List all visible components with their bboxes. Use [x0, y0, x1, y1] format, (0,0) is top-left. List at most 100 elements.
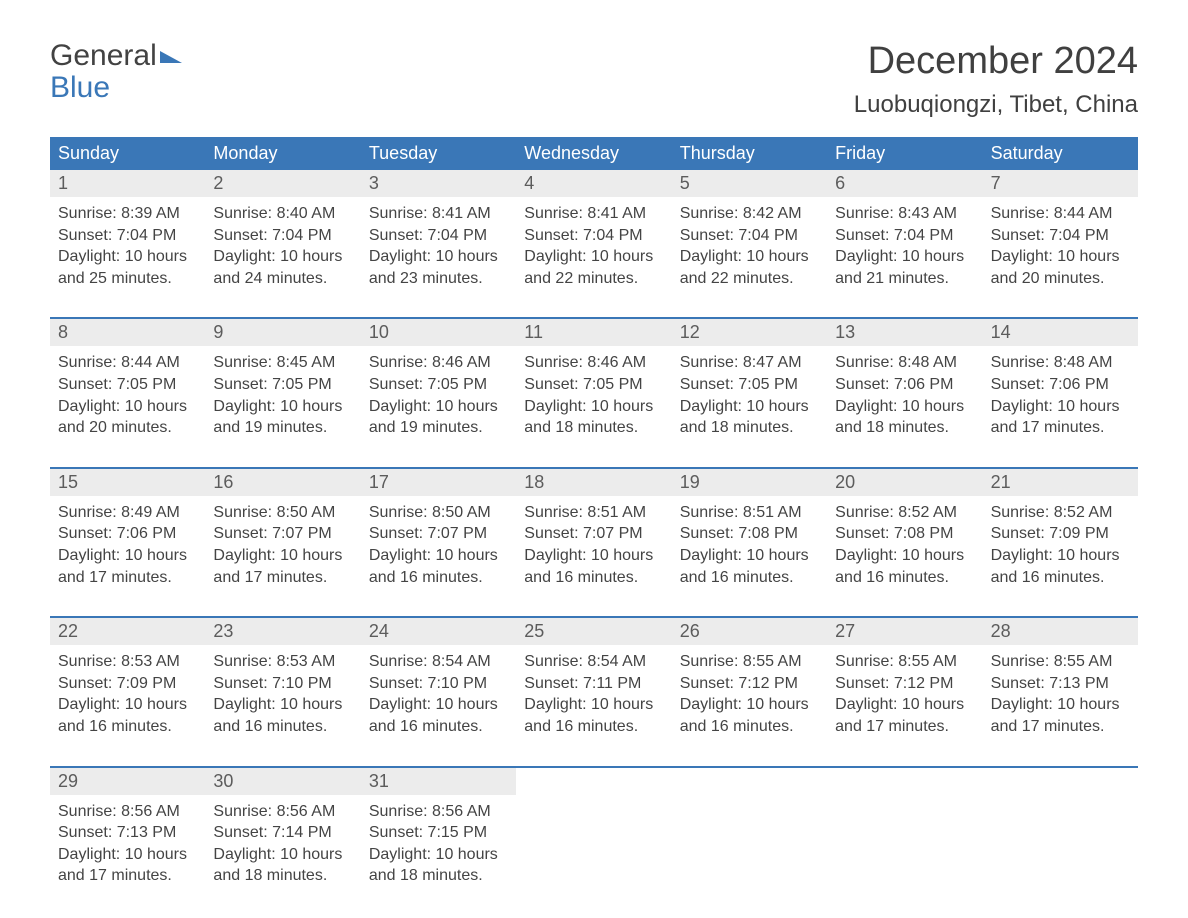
sunrise-line: Sunrise: 8:56 AM [213, 801, 352, 823]
daylight-line-2: and 18 minutes. [680, 417, 819, 439]
day-cell: 6Sunrise: 8:43 AMSunset: 7:04 PMDaylight… [827, 170, 982, 297]
location: Luobuqiongzi, Tibet, China [854, 91, 1138, 119]
sunrise-line: Sunrise: 8:48 AM [991, 352, 1130, 374]
daylight-line-1: Daylight: 10 hours [835, 545, 974, 567]
daylight-line-2: and 16 minutes. [835, 567, 974, 589]
day-body: Sunrise: 8:39 AMSunset: 7:04 PMDaylight:… [50, 197, 205, 297]
daylight-line-1: Daylight: 10 hours [680, 694, 819, 716]
day-number: 6 [827, 170, 982, 197]
day-of-week-cell: Tuesday [361, 137, 516, 170]
day-cell: 4Sunrise: 8:41 AMSunset: 7:04 PMDaylight… [516, 170, 671, 297]
daylight-line-2: and 18 minutes. [524, 417, 663, 439]
sunset-line: Sunset: 7:06 PM [58, 523, 197, 545]
day-of-week-cell: Thursday [672, 137, 827, 170]
day-of-week-row: SundayMondayTuesdayWednesdayThursdayFrid… [50, 137, 1138, 170]
sunset-line: Sunset: 7:04 PM [680, 225, 819, 247]
day-number: 10 [361, 319, 516, 346]
logo: General Blue [50, 40, 182, 103]
sunset-line: Sunset: 7:12 PM [835, 673, 974, 695]
daylight-line-2: and 16 minutes. [680, 716, 819, 738]
day-cell: 12Sunrise: 8:47 AMSunset: 7:05 PMDayligh… [672, 319, 827, 446]
sunrise-line: Sunrise: 8:55 AM [835, 651, 974, 673]
sunrise-line: Sunrise: 8:53 AM [58, 651, 197, 673]
daylight-line-2: and 17 minutes. [213, 567, 352, 589]
sunrise-line: Sunrise: 8:44 AM [991, 203, 1130, 225]
day-cell: 11Sunrise: 8:46 AMSunset: 7:05 PMDayligh… [516, 319, 671, 446]
sunrise-line: Sunrise: 8:43 AM [835, 203, 974, 225]
day-number: 17 [361, 469, 516, 496]
sunrise-line: Sunrise: 8:55 AM [991, 651, 1130, 673]
sunrise-line: Sunrise: 8:48 AM [835, 352, 974, 374]
day-of-week-cell: Sunday [50, 137, 205, 170]
sunset-line: Sunset: 7:04 PM [835, 225, 974, 247]
daylight-line-1: Daylight: 10 hours [369, 694, 508, 716]
sunrise-line: Sunrise: 8:56 AM [58, 801, 197, 823]
day-number: 2 [205, 170, 360, 197]
day-number: 29 [50, 768, 205, 795]
day-number: 25 [516, 618, 671, 645]
calendar: SundayMondayTuesdayWednesdayThursdayFrid… [50, 137, 1138, 895]
sunset-line: Sunset: 7:06 PM [991, 374, 1130, 396]
day-cell [983, 768, 1138, 895]
daylight-line-2: and 17 minutes. [58, 567, 197, 589]
day-body: Sunrise: 8:51 AMSunset: 7:07 PMDaylight:… [516, 496, 671, 596]
sunset-line: Sunset: 7:04 PM [58, 225, 197, 247]
sunset-line: Sunset: 7:07 PM [369, 523, 508, 545]
day-number: 23 [205, 618, 360, 645]
day-cell: 30Sunrise: 8:56 AMSunset: 7:14 PMDayligh… [205, 768, 360, 895]
day-body: Sunrise: 8:41 AMSunset: 7:04 PMDaylight:… [361, 197, 516, 297]
day-cell: 16Sunrise: 8:50 AMSunset: 7:07 PMDayligh… [205, 469, 360, 596]
daylight-line-2: and 16 minutes. [524, 716, 663, 738]
day-number: 3 [361, 170, 516, 197]
daylight-line-2: and 16 minutes. [58, 716, 197, 738]
day-number: 7 [983, 170, 1138, 197]
day-number: 28 [983, 618, 1138, 645]
day-body: Sunrise: 8:45 AMSunset: 7:05 PMDaylight:… [205, 346, 360, 446]
day-cell: 18Sunrise: 8:51 AMSunset: 7:07 PMDayligh… [516, 469, 671, 596]
day-cell [516, 768, 671, 895]
day-number: 8 [50, 319, 205, 346]
daylight-line-2: and 18 minutes. [835, 417, 974, 439]
day-cell: 1Sunrise: 8:39 AMSunset: 7:04 PMDaylight… [50, 170, 205, 297]
sunrise-line: Sunrise: 8:53 AM [213, 651, 352, 673]
daylight-line-2: and 20 minutes. [991, 268, 1130, 290]
day-number: 19 [672, 469, 827, 496]
header: General Blue December 2024 Luobuqiongzi,… [50, 40, 1138, 119]
day-cell: 5Sunrise: 8:42 AMSunset: 7:04 PMDaylight… [672, 170, 827, 297]
day-number: 30 [205, 768, 360, 795]
daylight-line-2: and 16 minutes. [524, 567, 663, 589]
daylight-line-1: Daylight: 10 hours [58, 396, 197, 418]
day-body: Sunrise: 8:46 AMSunset: 7:05 PMDaylight:… [361, 346, 516, 446]
sunset-line: Sunset: 7:15 PM [369, 822, 508, 844]
daylight-line-2: and 18 minutes. [213, 865, 352, 887]
sunrise-line: Sunrise: 8:41 AM [369, 203, 508, 225]
day-body: Sunrise: 8:56 AMSunset: 7:13 PMDaylight:… [50, 795, 205, 895]
day-body: Sunrise: 8:44 AMSunset: 7:05 PMDaylight:… [50, 346, 205, 446]
day-number: 20 [827, 469, 982, 496]
day-cell: 29Sunrise: 8:56 AMSunset: 7:13 PMDayligh… [50, 768, 205, 895]
sunset-line: Sunset: 7:05 PM [213, 374, 352, 396]
sunrise-line: Sunrise: 8:42 AM [680, 203, 819, 225]
week-row: 15Sunrise: 8:49 AMSunset: 7:06 PMDayligh… [50, 467, 1138, 596]
sunrise-line: Sunrise: 8:56 AM [369, 801, 508, 823]
day-number: 24 [361, 618, 516, 645]
day-cell: 31Sunrise: 8:56 AMSunset: 7:15 PMDayligh… [361, 768, 516, 895]
daylight-line-1: Daylight: 10 hours [991, 694, 1130, 716]
day-body: Sunrise: 8:56 AMSunset: 7:15 PMDaylight:… [361, 795, 516, 895]
sunrise-line: Sunrise: 8:50 AM [213, 502, 352, 524]
day-cell: 14Sunrise: 8:48 AMSunset: 7:06 PMDayligh… [983, 319, 1138, 446]
day-body: Sunrise: 8:54 AMSunset: 7:10 PMDaylight:… [361, 645, 516, 745]
day-number: 4 [516, 170, 671, 197]
day-body: Sunrise: 8:50 AMSunset: 7:07 PMDaylight:… [361, 496, 516, 596]
day-cell: 7Sunrise: 8:44 AMSunset: 7:04 PMDaylight… [983, 170, 1138, 297]
day-cell [827, 768, 982, 895]
daylight-line-2: and 17 minutes. [58, 865, 197, 887]
sunrise-line: Sunrise: 8:50 AM [369, 502, 508, 524]
day-body: Sunrise: 8:55 AMSunset: 7:12 PMDaylight:… [672, 645, 827, 745]
sunrise-line: Sunrise: 8:46 AM [524, 352, 663, 374]
day-body: Sunrise: 8:41 AMSunset: 7:04 PMDaylight:… [516, 197, 671, 297]
day-number: 15 [50, 469, 205, 496]
daylight-line-1: Daylight: 10 hours [680, 545, 819, 567]
day-cell: 10Sunrise: 8:46 AMSunset: 7:05 PMDayligh… [361, 319, 516, 446]
sunset-line: Sunset: 7:12 PM [680, 673, 819, 695]
